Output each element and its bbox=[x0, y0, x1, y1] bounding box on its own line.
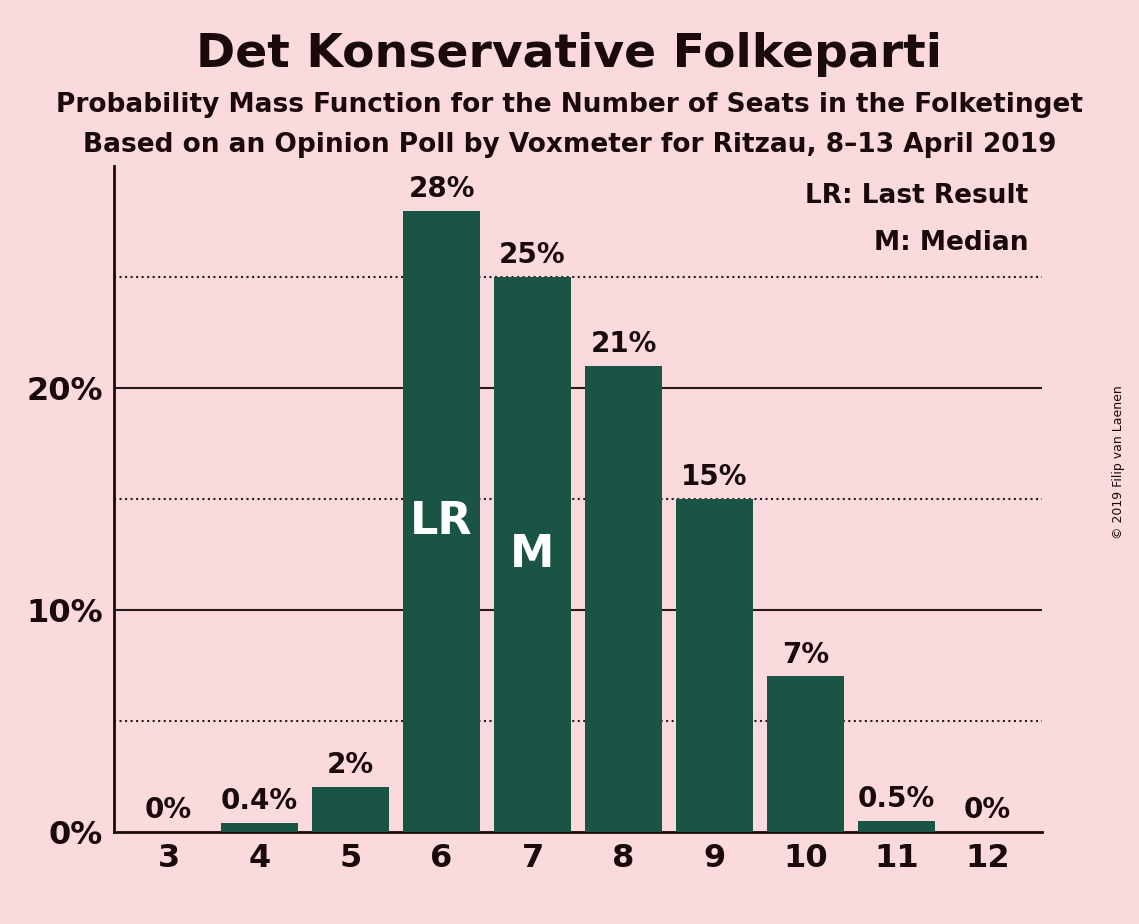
Text: M: M bbox=[510, 533, 555, 576]
Text: 21%: 21% bbox=[590, 330, 657, 359]
Bar bbox=[858, 821, 935, 832]
Text: 0%: 0% bbox=[964, 796, 1011, 824]
Text: Det Konservative Folkeparti: Det Konservative Folkeparti bbox=[197, 32, 942, 78]
Bar bbox=[767, 676, 844, 832]
Text: LR: Last Result: LR: Last Result bbox=[805, 183, 1029, 209]
Bar bbox=[584, 366, 662, 832]
Text: 28%: 28% bbox=[408, 175, 475, 203]
Text: M: Median: M: Median bbox=[874, 229, 1029, 256]
Text: 0.4%: 0.4% bbox=[221, 787, 298, 815]
Text: 7%: 7% bbox=[782, 640, 829, 669]
Text: © 2019 Filip van Laenen: © 2019 Filip van Laenen bbox=[1112, 385, 1125, 539]
Text: 0.5%: 0.5% bbox=[858, 784, 935, 813]
Text: Probability Mass Function for the Number of Seats in the Folketinget: Probability Mass Function for the Number… bbox=[56, 92, 1083, 118]
Text: LR: LR bbox=[410, 500, 473, 542]
Bar bbox=[403, 211, 481, 832]
Text: 25%: 25% bbox=[499, 241, 566, 270]
Bar bbox=[312, 787, 390, 832]
Text: 2%: 2% bbox=[327, 751, 374, 780]
Bar bbox=[494, 277, 572, 832]
Text: 15%: 15% bbox=[681, 463, 748, 492]
Bar bbox=[675, 499, 753, 832]
Text: Based on an Opinion Poll by Voxmeter for Ritzau, 8–13 April 2019: Based on an Opinion Poll by Voxmeter for… bbox=[83, 132, 1056, 158]
Bar bbox=[221, 822, 298, 832]
Text: 0%: 0% bbox=[145, 796, 192, 824]
